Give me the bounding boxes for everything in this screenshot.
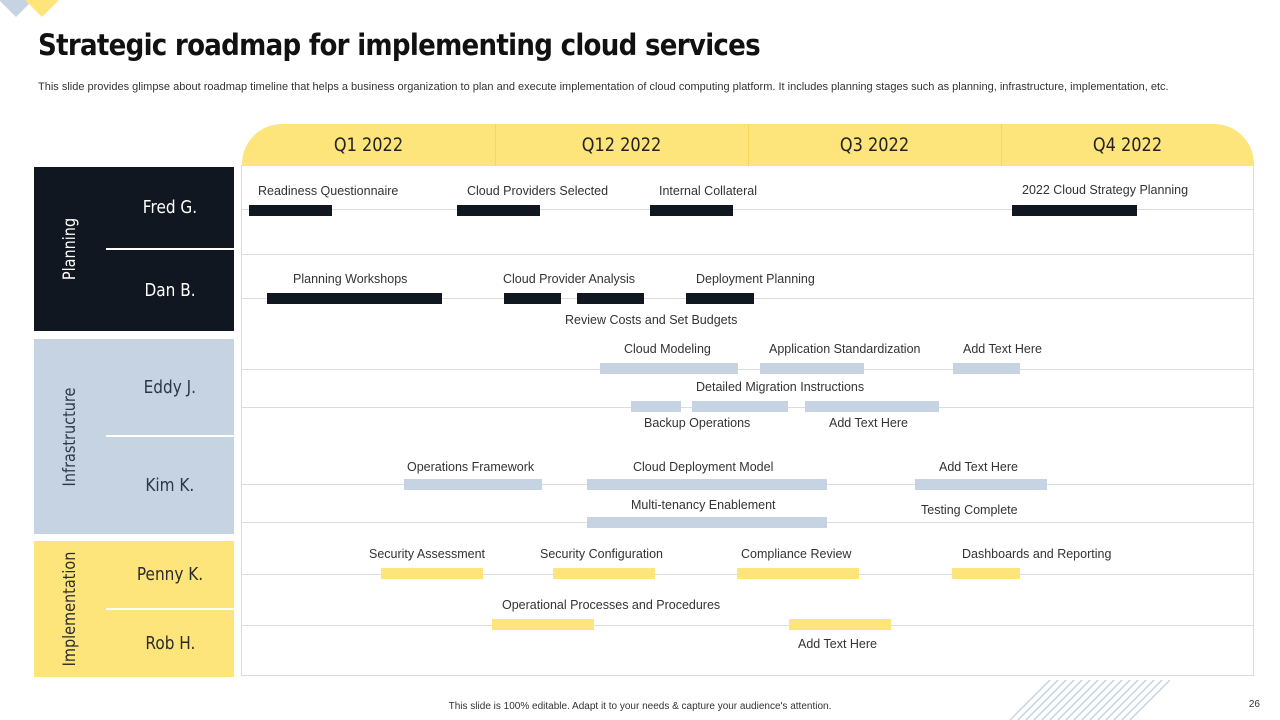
- task-bar: [381, 568, 483, 579]
- task-bar: [587, 517, 827, 528]
- task-bar: [587, 479, 827, 490]
- task-bar: [737, 568, 859, 579]
- task-label: Security Configuration: [540, 547, 663, 561]
- task-label: 2022 Cloud Strategy Planning: [1022, 183, 1189, 197]
- person-fred: Fred G.: [106, 167, 234, 248]
- task-label: Cloud Providers Selected: [467, 184, 609, 198]
- task-label: Testing Complete: [921, 503, 1018, 517]
- corner-decoration: [0, 0, 70, 20]
- task-label: Security Assessment: [369, 547, 486, 561]
- task-label: Readiness Questionnaire: [258, 184, 399, 198]
- stripe-decoration: [1010, 680, 1170, 720]
- category-label-implementation: Implementation: [60, 551, 80, 667]
- slide-subtitle: This slide provides glimpse about roadma…: [38, 81, 1169, 93]
- task-bar: [760, 363, 864, 374]
- category-infrastructure: Infrastructure: [34, 339, 106, 534]
- person-kim: Kim K.: [106, 437, 234, 534]
- task-label: Add Text Here: [963, 342, 1042, 356]
- task-bar: [686, 293, 754, 304]
- task-label: Cloud Deployment Model: [633, 460, 774, 474]
- task-bar: [789, 619, 891, 630]
- task-label: Operational Processes and Procedures: [502, 598, 721, 612]
- footer-note: This slide is 100% editable. Adapt it to…: [448, 701, 832, 712]
- task-bar: [650, 205, 733, 216]
- grid-line: [242, 254, 1254, 255]
- category-implementation: Implementation: [34, 541, 106, 677]
- task-label: Detailed Migration Instructions: [696, 380, 865, 394]
- task-bar: [805, 401, 939, 412]
- page-number: 26: [1248, 699, 1260, 710]
- task-label: Application Standardization: [769, 342, 921, 356]
- quarter-q3: Q3 2022: [839, 134, 910, 156]
- task-bar: [952, 568, 1020, 579]
- task-label: Review Costs and Set Budgets: [565, 313, 738, 327]
- task-bar: [404, 479, 542, 490]
- task-bar: [1012, 205, 1137, 216]
- category-label-planning: Planning: [60, 217, 80, 281]
- person-rob: Rob H.: [106, 610, 234, 677]
- timeline-grid: [241, 165, 1254, 676]
- grid-line: [242, 369, 1254, 370]
- slide-title: Strategic roadmap for implementing cloud…: [38, 28, 761, 62]
- task-label: Add Text Here: [798, 637, 877, 651]
- quarter-q2: Q12 2022: [581, 134, 662, 156]
- task-label: Multi-tenancy Enablement: [631, 498, 776, 512]
- task-label: Add Text Here: [939, 460, 1018, 474]
- task-label: Backup Operations: [644, 416, 751, 430]
- task-label: Cloud Provider Analysis: [503, 272, 636, 286]
- task-bar: [249, 205, 332, 216]
- task-bar: [631, 401, 681, 412]
- task-bar: [504, 293, 561, 304]
- grid-line: [242, 209, 1254, 210]
- task-label: Operations Framework: [407, 460, 535, 474]
- task-bar: [553, 568, 655, 579]
- task-bar: [692, 401, 788, 412]
- category-label-infrastructure: Infrastructure: [60, 387, 80, 486]
- quarter-header: Q1 2022 Q12 2022 Q3 2022 Q4 2022: [242, 124, 1254, 166]
- task-label: Deployment Planning: [696, 272, 815, 286]
- task-bar: [600, 363, 738, 374]
- task-label: Cloud Modeling: [624, 342, 711, 356]
- task-label: Dashboards and Reporting: [962, 547, 1112, 561]
- task-label: Add Text Here: [829, 416, 908, 430]
- task-label: Internal Collateral: [659, 184, 757, 198]
- task-bar: [953, 363, 1020, 374]
- quarter-q1: Q1 2022: [333, 134, 404, 156]
- person-dan: Dan B.: [106, 250, 234, 331]
- task-bar: [492, 619, 594, 630]
- grid-line: [242, 625, 1254, 626]
- task-bar: [577, 293, 644, 304]
- task-label: Planning Workshops: [293, 272, 408, 286]
- quarter-q4: Q4 2022: [1092, 134, 1163, 156]
- task-bar: [267, 293, 442, 304]
- person-penny: Penny K.: [106, 541, 234, 608]
- person-eddy: Eddy J.: [106, 339, 234, 435]
- task-label: Compliance Review: [741, 547, 852, 561]
- task-bar: [457, 205, 540, 216]
- task-bar: [915, 479, 1047, 490]
- category-planning: Planning: [34, 167, 106, 331]
